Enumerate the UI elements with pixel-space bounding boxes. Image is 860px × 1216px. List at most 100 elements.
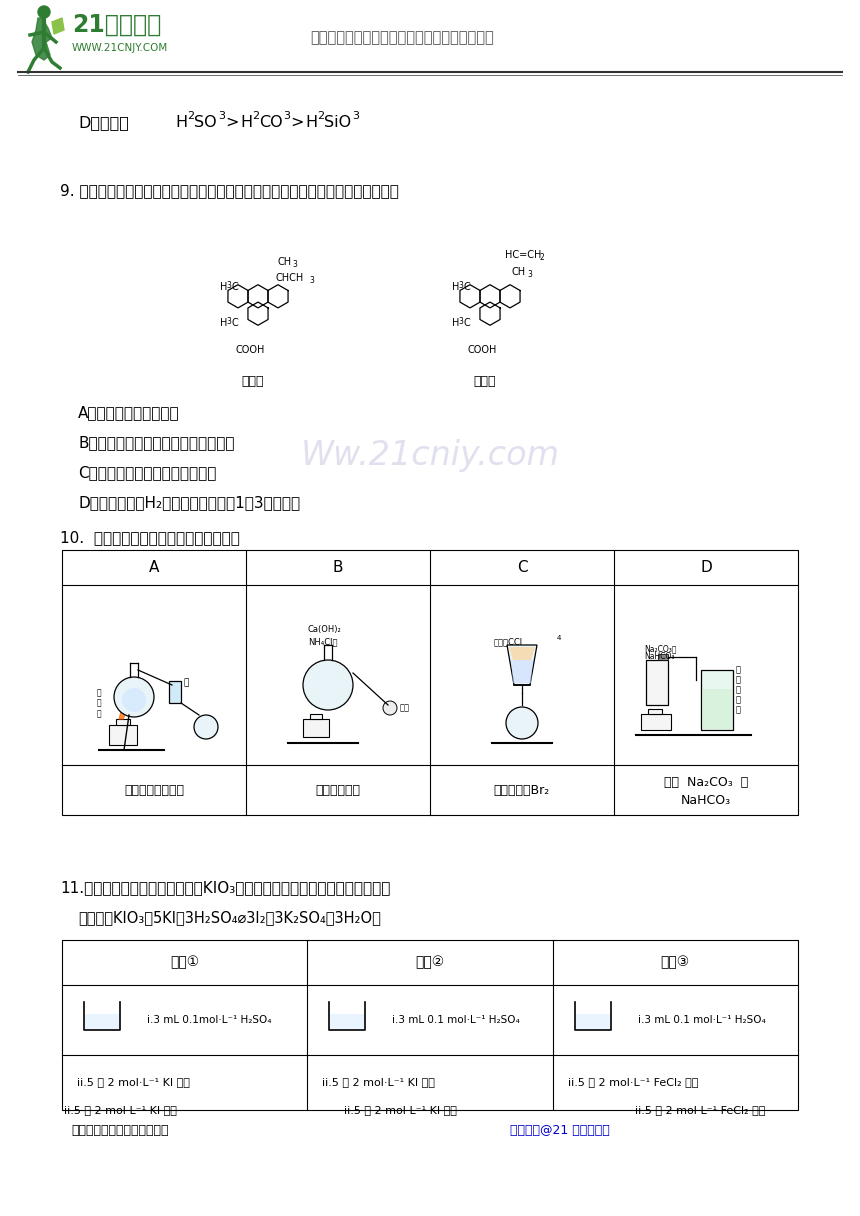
Text: >: >: [225, 116, 238, 130]
Text: 棉花: 棉花: [400, 704, 410, 713]
Text: i.3 mL 0.1 mol·L⁻¹ H₂SO₄: i.3 mL 0.1 mol·L⁻¹ H₂SO₄: [392, 1015, 520, 1025]
Text: 版权所有@21 世纪教育网: 版权所有@21 世纪教育网: [510, 1124, 610, 1137]
Text: 2: 2: [317, 111, 324, 122]
Bar: [701, 670, 733, 730]
Polygon shape: [507, 644, 537, 685]
Text: 澄: 澄: [736, 665, 741, 675]
Bar: [658, 654, 668, 660]
Text: 3: 3: [309, 276, 314, 285]
Circle shape: [114, 677, 154, 717]
Bar: [85, 1014, 119, 1029]
Text: B．二者所含官能团的种类和数目相同: B．二者所含官能团的种类和数目相同: [78, 435, 235, 450]
Text: 提取纯净的Br₂: 提取纯净的Br₂: [494, 783, 550, 796]
Text: 实验室制取蒸馏水: 实验室制取蒸馏水: [124, 783, 184, 796]
Text: 3: 3: [527, 270, 531, 278]
Text: ii.5 滴 2 mol·L⁻¹ KI 溶液: ii.5 滴 2 mol·L⁻¹ KI 溶液: [343, 1105, 457, 1115]
Bar: [310, 714, 322, 719]
Text: 3: 3: [218, 111, 225, 122]
Text: C．二者均能与氢氧化钠溶液反应: C．二者均能与氢氧化钠溶液反应: [78, 465, 217, 480]
Text: （已知：KIO₃＋5KI＋3H₂SO₄⌀3I₂＋3K₂SO₄＋3H₂O）: （已知：KIO₃＋5KI＋3H₂SO₄⌀3I₂＋3K₂SO₄＋3H₂O）: [78, 910, 381, 925]
Text: H: H: [452, 319, 459, 328]
Text: 10.  下列实验装置不能达成实验目的的是: 10. 下列实验装置不能达成实验目的的是: [60, 530, 240, 545]
Text: 实验①: 实验①: [170, 956, 200, 969]
Text: 2: 2: [187, 111, 194, 122]
Text: C: C: [464, 282, 470, 292]
Polygon shape: [32, 18, 52, 60]
Text: 中国最大型、最专业的中小学教育资源门户网站: 中国最大型、最专业的中小学教育资源门户网站: [310, 30, 494, 45]
Text: 实验③: 实验③: [660, 956, 690, 969]
Polygon shape: [119, 705, 126, 719]
Text: Ww.21cniy.com: Ww.21cniy.com: [300, 439, 560, 472]
Text: CO: CO: [259, 116, 283, 130]
Text: i.3 mL 0.1mol·L⁻¹ H₂SO₄: i.3 mL 0.1mol·L⁻¹ H₂SO₄: [147, 1015, 272, 1025]
Text: 3: 3: [352, 111, 359, 122]
Bar: [646, 660, 668, 705]
Bar: [62, 550, 798, 815]
Text: Ca(OH)₂: Ca(OH)₂: [308, 625, 341, 634]
Text: D: D: [700, 561, 712, 575]
Text: 灰: 灰: [736, 696, 741, 704]
Bar: [641, 714, 671, 730]
Text: WWW.21CNJY.COM: WWW.21CNJY.COM: [72, 43, 169, 54]
Bar: [702, 689, 732, 730]
Text: H: H: [240, 116, 252, 130]
Text: ii.5 滴 2 mol·L⁻¹ KI 溶液: ii.5 滴 2 mol·L⁻¹ KI 溶液: [77, 1077, 190, 1087]
Text: 9. 松香中含有松香酸和海松酸，其结构简式如下图所示。下列说法中，不正确的是: 9. 松香中含有松香酸和海松酸，其结构简式如下图所示。下列说法中，不正确的是: [60, 182, 399, 198]
Text: ii.5 滴 2 mol·L⁻¹ FeCl₂ 溶液: ii.5 滴 2 mol·L⁻¹ FeCl₂ 溶液: [635, 1105, 765, 1115]
Text: H: H: [220, 319, 227, 328]
Polygon shape: [511, 660, 533, 683]
Circle shape: [194, 715, 218, 739]
Text: C: C: [232, 319, 239, 328]
Text: 水: 水: [184, 679, 189, 687]
Text: CH: CH: [278, 257, 292, 268]
Text: i.3 mL 0.1 mol·L⁻¹ H₂SO₄: i.3 mL 0.1 mol·L⁻¹ H₂SO₄: [637, 1015, 765, 1025]
Text: B: B: [333, 561, 343, 575]
Polygon shape: [52, 18, 64, 34]
Circle shape: [383, 700, 397, 715]
Text: 2: 2: [252, 111, 259, 122]
Polygon shape: [509, 647, 535, 660]
Bar: [648, 709, 662, 714]
Text: 实验②: 实验②: [415, 956, 445, 969]
Bar: [109, 725, 137, 745]
Text: 2: 2: [540, 253, 544, 261]
Text: ii.5 滴 2 mol·L⁻¹ FeCl₂ 溶液: ii.5 滴 2 mol·L⁻¹ FeCl₂ 溶液: [568, 1077, 698, 1087]
Text: CH: CH: [512, 268, 526, 277]
Text: 21世纪教育: 21世纪教育: [72, 13, 162, 36]
Text: A．二者互为同分异构体: A．二者互为同分异构体: [78, 405, 180, 420]
Text: 鉴别  Na₂CO₃  和: 鉴别 Na₂CO₃ 和: [664, 776, 748, 788]
Text: 实验室制取氨: 实验室制取氨: [316, 783, 360, 796]
Text: 深圳市二一教育股份有限公司: 深圳市二一教育股份有限公司: [71, 1124, 169, 1137]
Text: 4: 4: [557, 635, 562, 641]
Text: 3: 3: [226, 281, 230, 289]
Text: >: >: [290, 116, 304, 130]
Text: H: H: [452, 282, 459, 292]
Circle shape: [38, 6, 50, 18]
Bar: [62, 940, 798, 1110]
Text: COOH: COOH: [236, 345, 266, 355]
Text: HC=CH: HC=CH: [505, 250, 542, 260]
Circle shape: [506, 706, 538, 739]
Text: 松香酸: 松香酸: [242, 375, 264, 388]
Text: D．酸性：: D．酸性：: [78, 116, 129, 130]
Text: 石: 石: [736, 686, 741, 694]
Text: H: H: [175, 116, 187, 130]
Text: A: A: [149, 561, 159, 575]
Bar: [575, 1014, 610, 1029]
Circle shape: [303, 660, 353, 710]
Text: ii.5 滴 2 mol·L⁻¹ KI 溶液: ii.5 滴 2 mol·L⁻¹ KI 溶液: [64, 1105, 176, 1115]
Text: H: H: [305, 116, 317, 130]
Text: 水: 水: [736, 705, 741, 715]
Text: SiO: SiO: [324, 116, 351, 130]
Bar: [303, 719, 329, 737]
Text: 3: 3: [283, 111, 290, 122]
Text: C: C: [232, 282, 239, 292]
Text: CHCH: CHCH: [276, 274, 304, 283]
Text: C: C: [517, 561, 527, 575]
Text: NaHCO₃: NaHCO₃: [644, 652, 674, 662]
Bar: [116, 719, 130, 725]
Text: COOH: COOH: [468, 345, 497, 355]
Text: H: H: [220, 282, 227, 292]
Text: 自
来
水: 自 来 水: [96, 688, 101, 717]
Text: 3: 3: [458, 281, 463, 289]
